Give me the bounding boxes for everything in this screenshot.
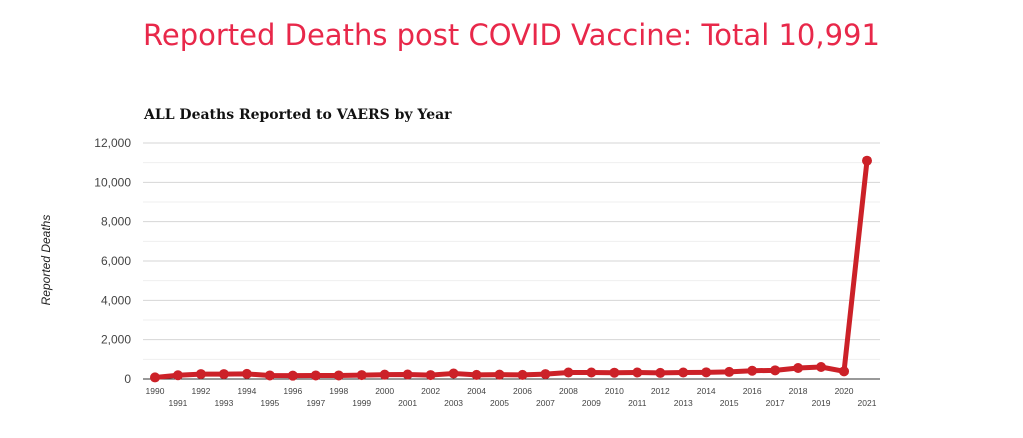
data-point — [632, 367, 643, 378]
x-tick-label: 2003 — [444, 398, 463, 408]
x-tick-label: 2011 — [628, 398, 647, 408]
data-point — [172, 370, 183, 381]
data-point — [563, 367, 574, 378]
data-point — [379, 369, 390, 380]
data-point — [195, 369, 206, 380]
x-tick-label: 2020 — [835, 386, 854, 396]
x-tick-label: 1996 — [283, 386, 302, 396]
x-tick-label: 2002 — [421, 386, 440, 396]
x-tick-label: 2010 — [605, 386, 624, 396]
data-point — [471, 369, 482, 380]
x-tick-label: 2015 — [720, 398, 739, 408]
data-point — [150, 372, 160, 383]
data-point — [287, 370, 298, 381]
x-tick-label: 2008 — [559, 386, 578, 396]
data-point — [540, 369, 551, 380]
page-title: Reported Deaths post COVID Vaccine: Tota… — [143, 18, 880, 52]
y-tick-label: 0 — [124, 372, 131, 386]
x-tick-label: 2009 — [582, 398, 601, 408]
data-point — [862, 155, 872, 166]
x-tick-label: 1998 — [329, 386, 348, 396]
y-tick-label: 10,000 — [94, 175, 131, 189]
data-point — [241, 368, 252, 379]
data-point — [793, 362, 804, 373]
x-tick-label: 1997 — [306, 398, 325, 408]
x-tick-label: 2000 — [375, 386, 394, 396]
data-point — [678, 367, 689, 378]
x-tick-label: 2014 — [697, 386, 716, 396]
x-tick-label: 2018 — [789, 386, 808, 396]
chart-title: ALL Deaths Reported to VAERS by Year — [144, 107, 452, 123]
x-tick-label: 2017 — [766, 398, 785, 408]
x-tick-label: 1992 — [191, 386, 210, 396]
x-tick-label: 2019 — [812, 398, 831, 408]
y-tick-label: 6,000 — [101, 254, 131, 268]
x-tick-label: 2016 — [743, 386, 762, 396]
y-tick-label: 4,000 — [101, 293, 131, 307]
data-point — [356, 370, 367, 381]
x-tick-label: 2001 — [398, 398, 417, 408]
data-point — [517, 369, 528, 380]
data-point — [333, 370, 344, 381]
y-tick-label: 2,000 — [101, 333, 131, 347]
x-tick-label: 2004 — [467, 386, 486, 396]
x-tick-label: 1999 — [352, 398, 371, 408]
x-tick-label: 2021 — [858, 398, 877, 408]
data-point — [218, 369, 229, 380]
data-point — [655, 367, 666, 378]
data-point — [425, 370, 436, 381]
data-point — [747, 365, 758, 376]
data-point — [701, 367, 712, 378]
data-point — [609, 367, 620, 378]
data-point — [310, 370, 321, 381]
data-point — [839, 366, 850, 377]
x-tick-label: 1990 — [146, 386, 165, 396]
data-point — [264, 370, 275, 381]
data-point — [816, 362, 827, 373]
series-line — [154, 160, 870, 380]
x-tick-label: 2005 — [490, 398, 509, 408]
x-tick-label: 1993 — [214, 398, 233, 408]
data-point — [586, 367, 597, 378]
y-tick-label: 12,000 — [94, 136, 131, 150]
x-tick-label: 1991 — [169, 398, 188, 408]
x-tick-label: 2006 — [513, 386, 532, 396]
y-tick-label: 8,000 — [101, 215, 131, 229]
x-tick-label: 2013 — [674, 398, 693, 408]
data-point — [724, 366, 735, 377]
x-tick-label: 1995 — [260, 398, 279, 408]
data-point — [402, 369, 413, 380]
data-point — [494, 369, 505, 380]
x-tick-label: 1994 — [237, 386, 256, 396]
x-tick-label: 2012 — [651, 386, 670, 396]
x-tick-label: 2007 — [536, 398, 555, 408]
data-point — [448, 368, 459, 379]
data-point — [770, 365, 781, 376]
